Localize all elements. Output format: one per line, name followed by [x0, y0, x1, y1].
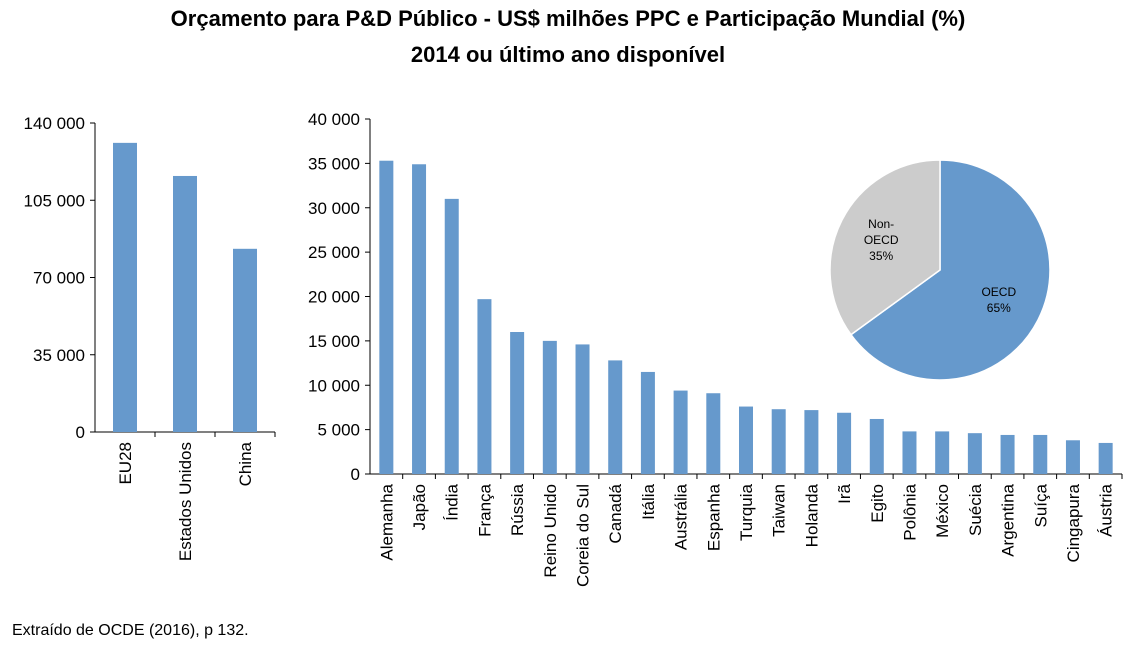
y-tick-label: 0 [76, 423, 85, 442]
bar [1098, 442, 1113, 474]
y-tick-label: 10 000 [308, 376, 360, 395]
bar [1065, 440, 1080, 474]
bar [706, 393, 721, 474]
y-tick-label: 35 000 [33, 346, 85, 365]
pie-slice [829, 159, 941, 336]
category-label: Irã [835, 483, 854, 503]
bar [477, 299, 492, 474]
bar [804, 410, 819, 474]
category-label: China [236, 441, 255, 486]
chart-title: Orçamento para P&D Público - US$ milhões… [171, 6, 966, 31]
pie-slice-label: Non-OECD 35% [864, 217, 899, 263]
bar [935, 431, 950, 474]
pie-slice-label: OECD 65% [981, 285, 1016, 315]
category-label: Turquia [737, 483, 756, 541]
bar [233, 248, 257, 432]
y-tick-label: 40 000 [308, 110, 360, 129]
bar [379, 160, 394, 474]
y-tick-label: 25 000 [308, 243, 360, 262]
category-label: Suíça [1031, 483, 1050, 527]
category-label: Alemanha [377, 483, 396, 560]
category-label: Cingapura [1064, 483, 1083, 562]
bar [1033, 434, 1048, 474]
bar [575, 344, 590, 474]
bar [869, 418, 884, 474]
category-label: Itália [639, 483, 658, 519]
y-tick-label: 105 000 [24, 191, 85, 210]
category-label: Coreia do Sul [574, 484, 593, 587]
bar [412, 164, 427, 474]
chart-subtitle: 2014 ou último ano disponível [411, 42, 725, 67]
y-tick-label: 5 000 [317, 421, 360, 440]
bar [837, 412, 852, 474]
category-label: Holanda [802, 483, 821, 547]
category-label: Polônia [900, 483, 919, 540]
right-bar-chart: 0 5 000 10 000 15 000 20 000 25 000 30 000 35 0… [308, 110, 1123, 587]
bar [113, 142, 137, 432]
bar [902, 431, 917, 474]
y-tick-label: 0 [351, 465, 360, 484]
y-tick-label: 35 000 [308, 154, 360, 173]
source-note: Extraído de OCDE (2016), p 132. [12, 622, 249, 639]
category-label: França [475, 483, 494, 536]
category-label: Argentina [999, 483, 1018, 556]
oecd-share-pie-chart: OECD 65% Non-OECD 35% [829, 159, 1051, 381]
category-label: Japão [410, 484, 429, 530]
category-label: Reino Unido [541, 484, 560, 578]
category-label: Austrália [672, 483, 691, 550]
bar [967, 433, 982, 474]
bar [608, 360, 623, 474]
category-label: Canadá [606, 483, 625, 543]
pie-slice [849, 159, 1051, 381]
category-label: Índia [443, 483, 462, 520]
bar [173, 175, 197, 432]
category-label: México [933, 484, 952, 538]
bar [444, 198, 459, 474]
category-label: Rússia [508, 483, 527, 536]
category-label: Taiwan [770, 484, 789, 537]
category-label: EU28 [116, 442, 135, 485]
bar [640, 371, 655, 474]
bar [739, 406, 753, 474]
bar [673, 390, 688, 474]
y-tick-label: 20 000 [308, 288, 360, 307]
category-label: Espanha [704, 483, 723, 551]
y-tick-label: 70 000 [33, 269, 85, 288]
bar [771, 409, 786, 474]
category-label: Egito [868, 484, 887, 523]
y-tick-label: 30 000 [308, 199, 360, 218]
bar [510, 332, 525, 474]
category-label: Estados Unidos [176, 442, 195, 561]
y-tick-label: 15 000 [308, 332, 360, 351]
bar [542, 340, 557, 474]
y-tick-label: 140 000 [24, 114, 85, 133]
left-bar-chart: 0 35 000 70 000 105 000 140 000 EU28 Estados U… [24, 114, 276, 561]
bar [1000, 434, 1015, 474]
category-label: Áustria [1097, 483, 1116, 536]
category-label: Suécia [966, 483, 985, 536]
